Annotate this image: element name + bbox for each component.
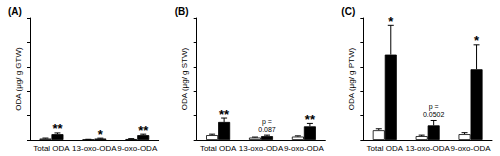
svg-text:9-oxo-ODA: 9-oxo-ODA (117, 144, 158, 153)
svg-text:9-oxo-ODA: 9-oxo-ODA (451, 144, 492, 153)
svg-text:**: ** (219, 107, 230, 122)
svg-text:9-oxo-ODA: 9-oxo-ODA (284, 144, 325, 153)
svg-text:13-oxo-ODA: 13-oxo-ODA (239, 144, 284, 153)
svg-text:13-oxo-ODA: 13-oxo-ODA (72, 144, 117, 153)
svg-text:ODA (μg/ g PTW): ODA (μg/ g PTW) (347, 47, 356, 110)
svg-text:p =: p = (262, 118, 272, 126)
svg-text:13-oxo-ODA: 13-oxo-ODA (405, 144, 450, 153)
svg-text:0.0502: 0.0502 (423, 111, 445, 118)
svg-text:p =: p = (429, 103, 439, 111)
svg-text:*: * (474, 33, 480, 48)
svg-text:**: ** (305, 112, 316, 127)
svg-text:(C): (C) (341, 6, 355, 17)
svg-text:*: * (388, 14, 394, 29)
svg-text:Total ODA: Total ODA (200, 144, 237, 153)
svg-text:(A): (A) (8, 6, 22, 17)
svg-text:Total ODA: Total ODA (33, 144, 70, 153)
svg-text:ODA (μg/ g STW): ODA (μg/ g STW) (180, 47, 189, 110)
svg-text:ODA (μg/ g GTW): ODA (μg/ g GTW) (14, 47, 23, 111)
svg-text:Total ODA: Total ODA (367, 144, 404, 153)
svg-text:0.087: 0.087 (258, 126, 276, 133)
svg-text:(B): (B) (175, 6, 189, 17)
